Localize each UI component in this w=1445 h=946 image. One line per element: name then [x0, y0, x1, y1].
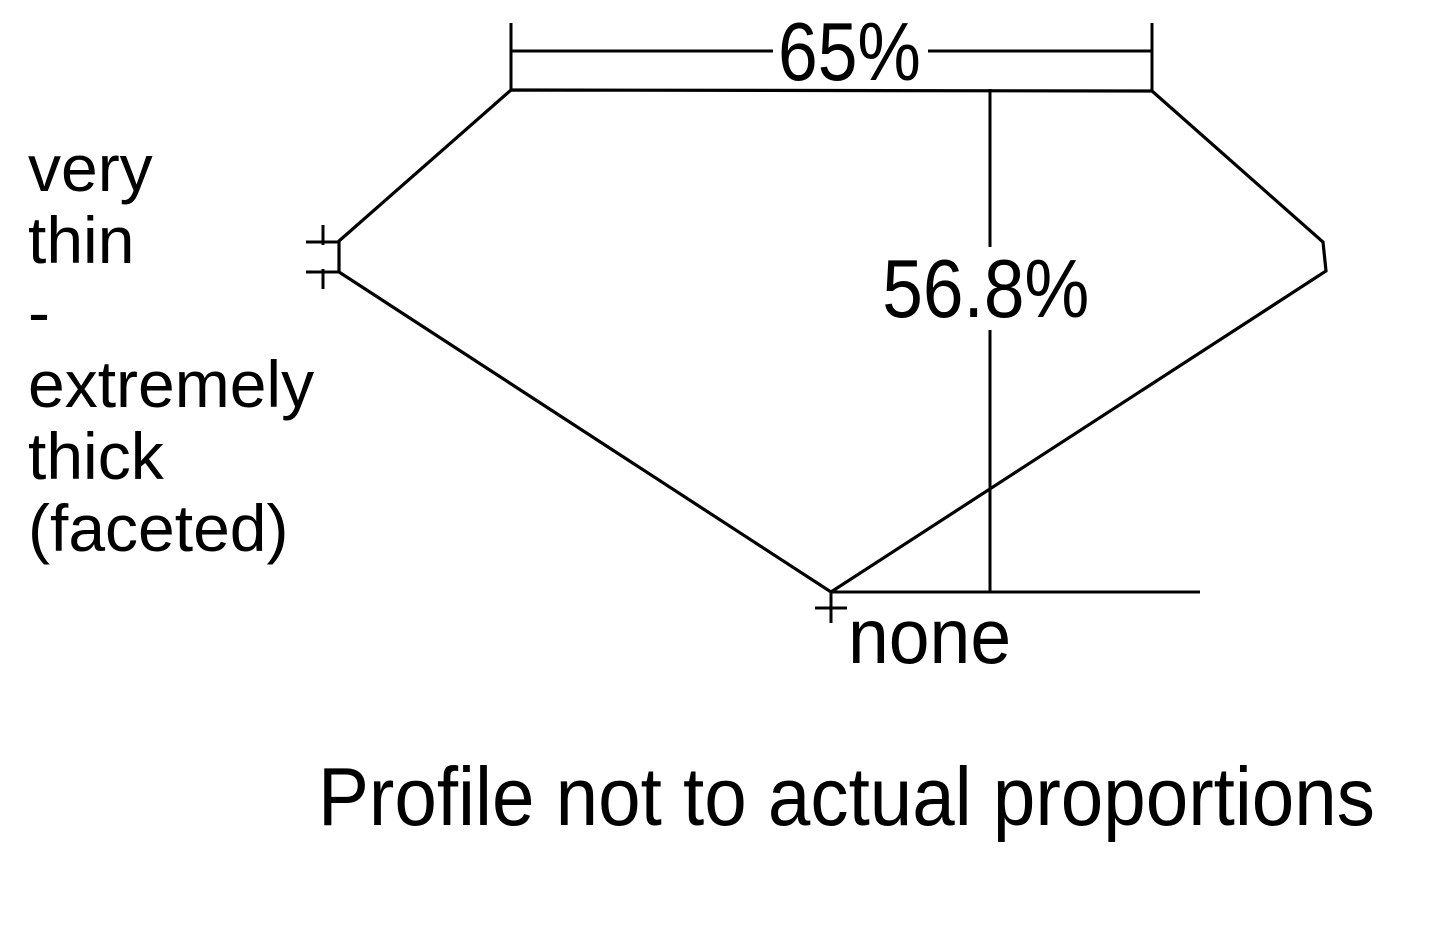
girdle-thickness-label: very thin - extremely thick (faceted): [28, 132, 314, 564]
girdle-label-line: thin: [28, 203, 135, 277]
girdle-label-line: very: [28, 131, 153, 205]
girdle-label-line: -: [28, 275, 50, 349]
depth-percentage-label: 56.8%: [877, 247, 1095, 330]
diamond-outline-path: [337, 88, 1328, 594]
girdle-label-line: (faceted): [28, 491, 289, 565]
caption-text: Profile not to actual proportions: [318, 750, 1375, 843]
girdle-label-line: thick: [28, 419, 164, 493]
table-width-label: 65%: [778, 5, 921, 98]
culet-label: none: [848, 592, 1012, 680]
girdle-label-line: extremely: [28, 347, 315, 421]
